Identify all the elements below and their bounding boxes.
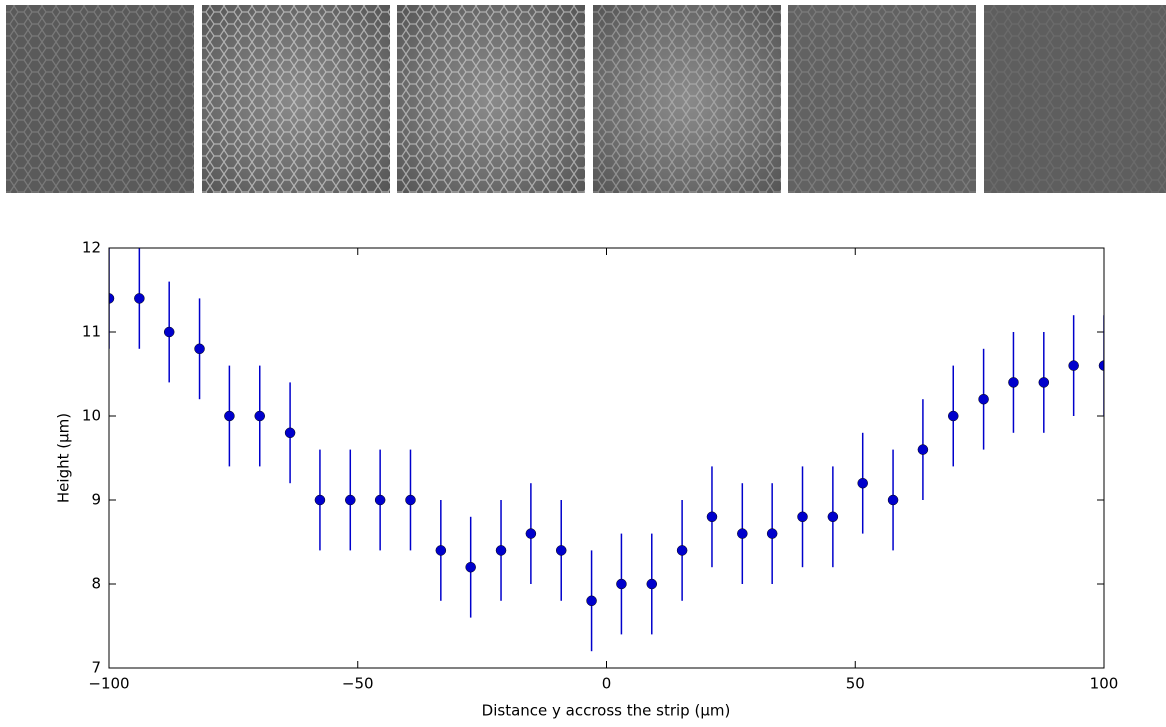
y-tick-label: 8 <box>91 575 101 593</box>
y-axis-label: Height (μm) <box>55 413 73 503</box>
data-point <box>134 293 145 304</box>
data-point <box>857 477 868 489</box>
data-point <box>948 410 959 422</box>
data-point <box>737 528 748 539</box>
y-tick-label: 11 <box>82 323 101 341</box>
data-point <box>978 393 989 405</box>
data-point <box>465 561 476 573</box>
data-point <box>1008 377 1019 388</box>
data-point <box>405 494 416 506</box>
x-tick-label: 50 <box>846 675 865 693</box>
data-point <box>586 595 597 607</box>
data-point <box>1038 377 1050 388</box>
data-point <box>555 545 567 556</box>
data-point <box>1068 360 1079 371</box>
data-point <box>194 343 205 355</box>
data-point <box>345 494 356 506</box>
data-point <box>495 545 507 556</box>
y-tick-label: 10 <box>82 407 101 425</box>
data-point <box>224 410 235 422</box>
x-tick-label: 100 <box>1090 675 1119 693</box>
data-point <box>109 293 115 304</box>
x-tick-label: 0 <box>602 675 612 693</box>
data-point <box>254 410 265 422</box>
y-tick-label: 12 <box>82 239 101 257</box>
y-tick-label: 7 <box>91 659 101 677</box>
x-tick-label: −100 <box>88 675 129 693</box>
x-axis-label: Distance y accross the strip (μm) <box>482 702 731 720</box>
data-point <box>706 511 718 523</box>
micrograph-strip <box>6 5 1166 193</box>
data-point <box>525 528 537 539</box>
data-point <box>616 578 627 590</box>
data-point <box>766 528 778 539</box>
data-point <box>1098 360 1104 371</box>
data-point <box>435 545 447 556</box>
data-point <box>917 444 929 455</box>
data-point <box>887 494 899 506</box>
plot-data <box>109 248 1104 652</box>
data-point <box>646 578 658 590</box>
data-point <box>374 494 386 506</box>
data-point <box>676 545 688 556</box>
data-point <box>314 494 326 506</box>
data-point <box>284 427 296 439</box>
y-tick-label: 9 <box>91 491 101 509</box>
x-tick-label: −50 <box>342 675 374 693</box>
data-point <box>827 511 839 523</box>
data-point <box>797 511 808 523</box>
data-point <box>163 326 175 338</box>
plot-frame <box>108 247 1105 669</box>
